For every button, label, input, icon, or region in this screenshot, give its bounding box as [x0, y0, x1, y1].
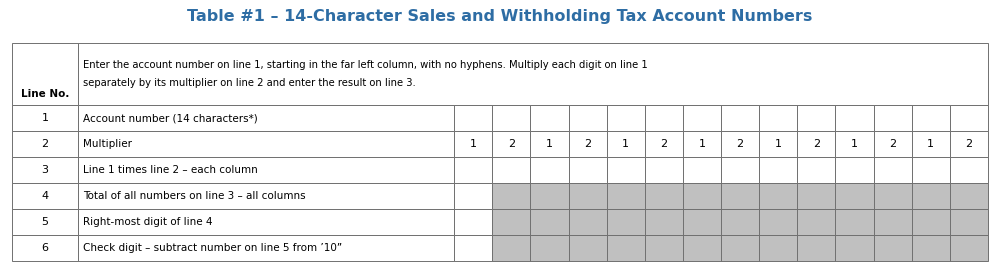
Bar: [797, 157, 835, 183]
Bar: [835, 157, 874, 183]
Bar: [835, 131, 874, 157]
Text: Enter the account number on line 1, starting in the far left column, with no hyp: Enter the account number on line 1, star…: [83, 60, 648, 70]
Bar: [530, 131, 569, 157]
Bar: [12, 209, 78, 235]
Text: 6: 6: [42, 243, 49, 253]
Text: 1: 1: [775, 139, 782, 149]
Text: Right-most digit of line 4: Right-most digit of line 4: [83, 217, 213, 227]
Bar: [454, 157, 492, 183]
Text: Check digit – subtract number on line 5 from ’10”: Check digit – subtract number on line 5 …: [83, 243, 342, 253]
Bar: [492, 209, 988, 235]
Bar: [950, 131, 988, 157]
Bar: [797, 105, 835, 131]
Bar: [78, 157, 454, 183]
Bar: [912, 157, 950, 183]
Bar: [454, 105, 492, 131]
Bar: [12, 157, 78, 183]
Bar: [12, 131, 78, 157]
Bar: [569, 105, 607, 131]
Bar: [835, 105, 874, 131]
Bar: [78, 105, 454, 131]
Bar: [78, 43, 988, 105]
Text: 4: 4: [42, 191, 49, 201]
Bar: [569, 131, 607, 157]
Bar: [12, 105, 78, 131]
Bar: [683, 105, 721, 131]
Bar: [492, 157, 530, 183]
Bar: [683, 157, 721, 183]
Bar: [530, 157, 569, 183]
Text: Line 1 times line 2 – each column: Line 1 times line 2 – each column: [83, 165, 258, 175]
Text: 2: 2: [965, 139, 972, 149]
Bar: [492, 105, 530, 131]
Text: Multiplier: Multiplier: [83, 139, 132, 149]
Bar: [12, 183, 78, 209]
Bar: [912, 105, 950, 131]
Bar: [721, 131, 759, 157]
Text: 1: 1: [546, 139, 553, 149]
Bar: [78, 209, 454, 235]
Bar: [454, 131, 492, 157]
Text: 1: 1: [42, 113, 49, 123]
Bar: [759, 131, 797, 157]
Bar: [607, 105, 645, 131]
Text: 1: 1: [470, 139, 477, 149]
Bar: [492, 235, 988, 261]
Bar: [874, 105, 912, 131]
Bar: [454, 183, 492, 209]
Bar: [78, 183, 454, 209]
Text: separately by its multiplier on line 2 and enter the result on line 3.: separately by its multiplier on line 2 a…: [83, 78, 416, 88]
Text: 1: 1: [851, 139, 858, 149]
Bar: [645, 131, 683, 157]
Bar: [759, 157, 797, 183]
Text: 2: 2: [42, 139, 49, 149]
Text: Total of all numbers on line 3 – all columns: Total of all numbers on line 3 – all col…: [83, 191, 306, 201]
Text: Line No.: Line No.: [21, 89, 69, 99]
Bar: [454, 235, 492, 261]
Text: 5: 5: [42, 217, 49, 227]
Bar: [759, 105, 797, 131]
Bar: [912, 131, 950, 157]
Text: 2: 2: [660, 139, 667, 149]
Bar: [569, 157, 607, 183]
Bar: [874, 157, 912, 183]
Text: 1: 1: [622, 139, 629, 149]
Bar: [950, 157, 988, 183]
Text: Account number (14 characters*): Account number (14 characters*): [83, 113, 258, 123]
Bar: [721, 157, 759, 183]
Text: Table #1 – 14-Character Sales and Withholding Tax Account Numbers: Table #1 – 14-Character Sales and Withho…: [187, 9, 813, 24]
Bar: [78, 131, 454, 157]
Bar: [645, 105, 683, 131]
Text: 1: 1: [698, 139, 705, 149]
Bar: [950, 105, 988, 131]
Text: 3: 3: [42, 165, 49, 175]
Text: 2: 2: [889, 139, 896, 149]
Bar: [645, 157, 683, 183]
Text: 2: 2: [584, 139, 591, 149]
Text: 2: 2: [813, 139, 820, 149]
Bar: [683, 131, 721, 157]
Bar: [874, 131, 912, 157]
Bar: [12, 43, 78, 105]
Text: 2: 2: [737, 139, 744, 149]
Bar: [607, 157, 645, 183]
Bar: [607, 131, 645, 157]
Text: 1: 1: [927, 139, 934, 149]
Text: 2: 2: [508, 139, 515, 149]
Bar: [797, 131, 835, 157]
Bar: [454, 209, 492, 235]
Bar: [721, 105, 759, 131]
Bar: [530, 105, 569, 131]
Bar: [12, 235, 78, 261]
Bar: [492, 131, 530, 157]
Bar: [78, 235, 454, 261]
Bar: [492, 183, 988, 209]
